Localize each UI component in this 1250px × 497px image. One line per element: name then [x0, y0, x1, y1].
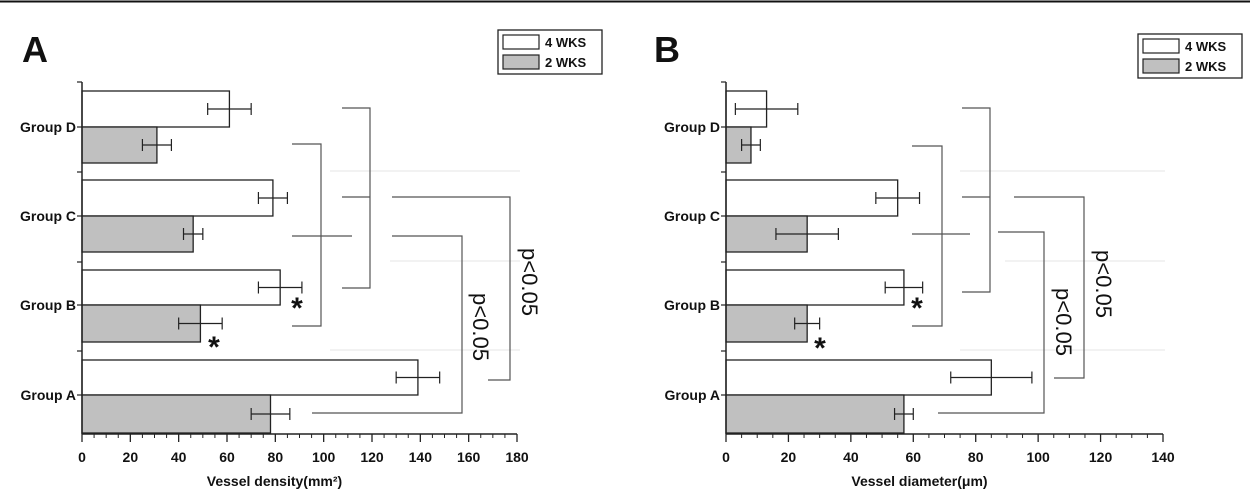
bar — [725, 269, 905, 306]
p-value-label: p<0.05 — [1051, 288, 1076, 356]
x-tick-label: 120 — [360, 449, 384, 465]
legend-label: 2 WKS — [545, 55, 587, 70]
x-tick-label: 40 — [843, 449, 859, 465]
significance-star: * — [291, 292, 303, 325]
significance-bracket — [292, 143, 322, 327]
x-tick-label: 180 — [505, 449, 529, 465]
significance-bracket — [312, 235, 463, 414]
bar — [81, 215, 194, 253]
category-label: Group A — [21, 387, 76, 403]
bar — [81, 90, 231, 128]
category-label: Group D — [20, 119, 76, 135]
category-label: Group C — [20, 208, 76, 224]
x-tick-label: 140 — [409, 449, 433, 465]
x-tick-label: 0 — [722, 449, 730, 465]
x-tick-label: 100 — [1026, 449, 1050, 465]
x-tick-label: 20 — [781, 449, 797, 465]
p-value-label: p<0.05 — [1091, 250, 1116, 318]
x-tick-label: 100 — [312, 449, 336, 465]
x-axis-label: Vessel density(mm²) — [207, 473, 342, 489]
significance-bracket — [962, 107, 991, 293]
category-label: Group C — [664, 208, 720, 224]
legend-swatch — [1142, 38, 1180, 54]
significance-bracket — [938, 231, 1045, 414]
bar — [81, 269, 281, 306]
x-tick-label: 80 — [968, 449, 984, 465]
x-axis-label: Vessel diameter(μm) — [851, 473, 987, 489]
category-label: Group B — [20, 297, 76, 313]
x-tick-label: 120 — [1089, 449, 1113, 465]
p-value-label: p<0.05 — [468, 293, 493, 361]
x-tick-label: 60 — [905, 449, 921, 465]
legend-label: 4 WKS — [545, 35, 587, 50]
bar — [81, 394, 272, 434]
bar — [81, 179, 274, 217]
p-value-label: p<0.05 — [517, 248, 542, 316]
significance-star: * — [814, 332, 826, 365]
legend-swatch — [1142, 58, 1180, 74]
significance-bracket — [342, 107, 371, 289]
x-tick-label: 20 — [123, 449, 139, 465]
legend-swatch — [502, 54, 540, 70]
category-label: Group D — [664, 119, 720, 135]
x-tick-label: 0 — [78, 449, 86, 465]
x-tick-label: 140 — [1151, 449, 1175, 465]
panel-label: A — [22, 29, 48, 70]
category-label: Group B — [664, 297, 720, 313]
category-label: Group A — [665, 387, 720, 403]
significance-star: * — [911, 292, 923, 325]
legend: 4 WKS 2 WKS — [497, 29, 603, 75]
bar — [725, 394, 905, 434]
x-tick-label: 60 — [219, 449, 235, 465]
legend-label: 2 WKS — [1185, 59, 1227, 74]
x-tick-label: 40 — [171, 449, 187, 465]
significance-bracket — [912, 145, 943, 327]
significance-bracket — [1014, 196, 1085, 379]
x-tick-label: 80 — [268, 449, 284, 465]
panel-label: B — [654, 29, 680, 70]
legend: 4 WKS 2 WKS — [1137, 33, 1243, 79]
chart-panel-b: B Group D Group C Group B Group A 0 20 40 60 80 10… — [654, 29, 1243, 489]
significance-bracket — [392, 196, 511, 381]
x-tick-label: 160 — [457, 449, 481, 465]
chart-panel-a: A Group D Group C Group B Group A 0 20 40 60 80 10… — [20, 29, 603, 489]
legend-label: 4 WKS — [1185, 39, 1227, 54]
legend-swatch — [502, 34, 540, 50]
bar — [725, 179, 899, 217]
bar — [81, 359, 419, 396]
significance-star: * — [208, 331, 220, 364]
